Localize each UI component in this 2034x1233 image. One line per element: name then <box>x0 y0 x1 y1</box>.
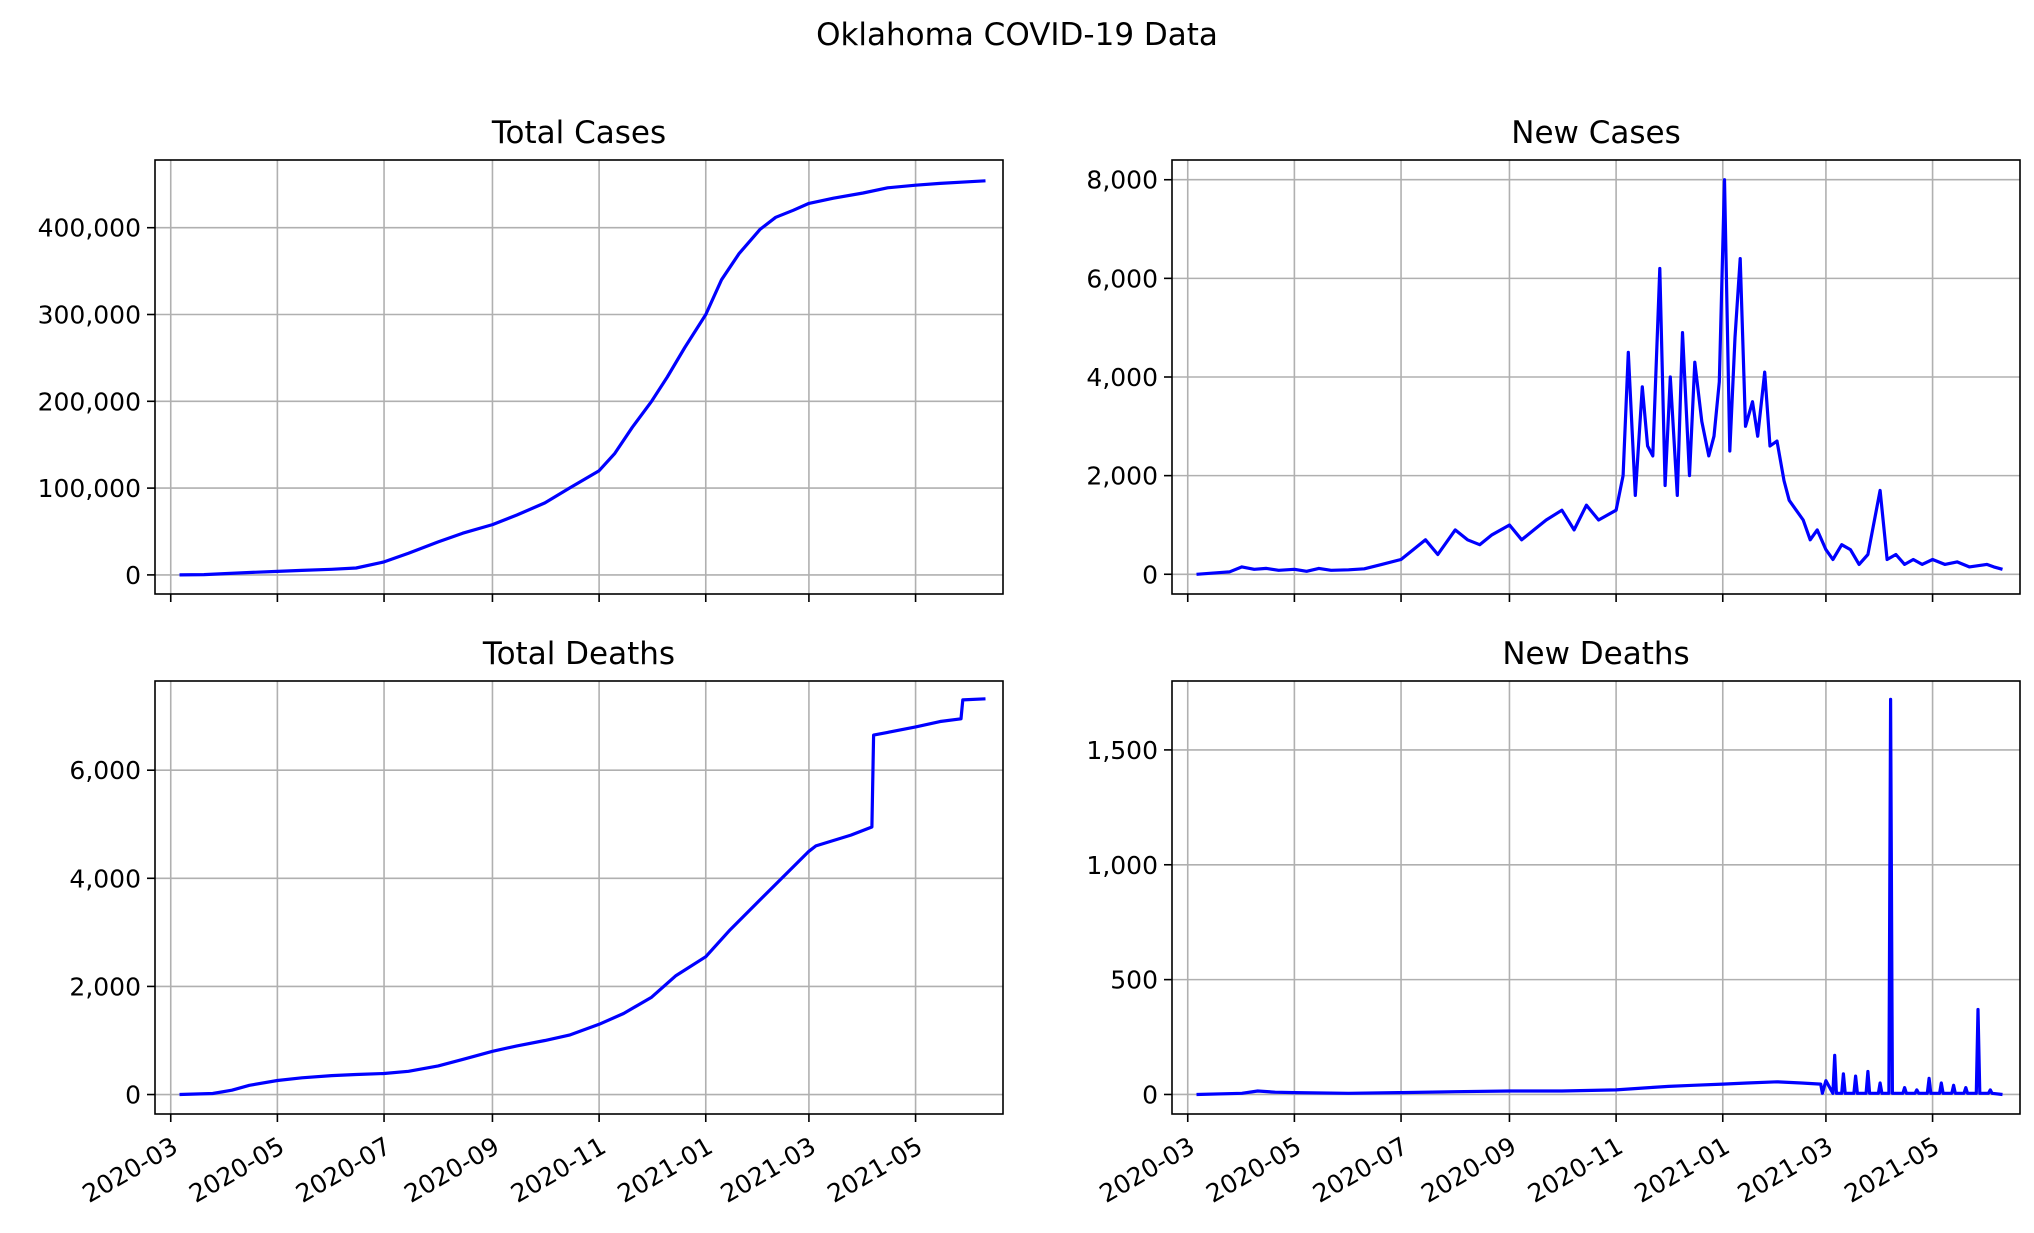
y-tick-label: 8,000 <box>1086 166 1158 195</box>
panel-title-total-cases: Total Cases <box>491 115 666 151</box>
axes-frame <box>154 680 1004 1115</box>
y-tick-label: 1,500 <box>1086 736 1158 765</box>
series-line-total-deaths <box>179 697 986 1097</box>
series-line-total-cases <box>179 179 986 577</box>
y-tick-label: 1,000 <box>1086 851 1158 880</box>
y-tick-label: 400,000 <box>38 214 141 243</box>
y-tick-label: 0 <box>1142 1080 1158 1109</box>
y-tick-label: 2,000 <box>69 972 141 1001</box>
series-line-new-deaths <box>1196 697 2003 1097</box>
series-line-new-cases <box>1196 178 2003 576</box>
panel-title-total-deaths: Total Deaths <box>482 636 675 672</box>
y-tick-label: 0 <box>125 1081 141 1110</box>
panel-title-new-cases: New Cases <box>1511 115 1681 151</box>
y-tick-label: 4,000 <box>1086 363 1158 392</box>
panel-title-new-deaths: New Deaths <box>1502 636 1689 672</box>
y-tick-label: 300,000 <box>38 301 141 330</box>
y-tick-label: 6,000 <box>69 756 141 785</box>
y-tick-label: 100,000 <box>38 474 141 503</box>
y-tick-label: 500 <box>1110 966 1158 995</box>
panel-new-cases: New Cases 0 2,000 4,000 6,000 8,000 <box>1086 115 2021 602</box>
axes-frame <box>154 159 1004 595</box>
figure-title: Oklahoma COVID-19 Data <box>816 17 1218 53</box>
axes-frame <box>1171 159 2021 595</box>
y-tick-label: 0 <box>125 561 141 590</box>
panel-total-cases: Total Cases 0 100,000 200,000 300,000 400,00… <box>38 115 1004 602</box>
axes-frame <box>1171 680 2021 1115</box>
y-tick-label: 2,000 <box>1086 462 1158 491</box>
y-tick-label: 6,000 <box>1086 264 1158 293</box>
y-tick-label: 0 <box>1142 560 1158 589</box>
y-tick-label: 4,000 <box>69 864 141 893</box>
y-tick-label: 200,000 <box>38 387 141 416</box>
